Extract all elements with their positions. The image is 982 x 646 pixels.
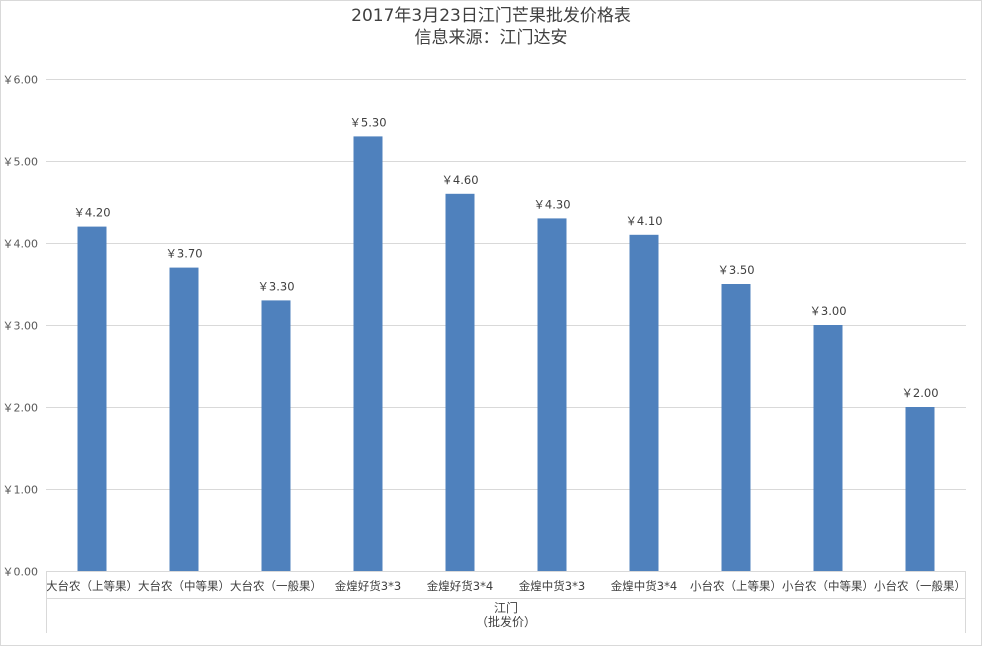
x-category-label: 小台农（中等果） [782,579,874,593]
x-category-label: 大台农（中等果） [138,579,230,593]
y-tick-label: ￥3.00 [3,320,39,333]
x-category-label: 金煌好货3*4 [427,579,493,593]
data-label: ￥3.00 [809,304,846,318]
chart-title: 2017年3月23日江门芒果批发价格表 [351,6,631,26]
y-tick-label: ￥2.00 [3,402,39,415]
x-group-sublabel: （批发价） [476,614,536,629]
bar [169,267,199,571]
chart-subtitle: 信息来源：江门达安 [414,28,568,48]
x-category-label: 金煌中货3*3 [519,579,585,593]
data-label: ￥3.70 [165,247,202,261]
x-category-label: 大台农（上等果） [46,579,138,593]
y-tick-label: ￥4.00 [3,238,39,251]
bar [813,325,843,571]
data-label: ￥5.30 [349,115,386,129]
data-label: ￥4.60 [441,173,478,187]
bar [905,407,935,571]
bar [77,226,107,571]
x-category-label: 金煌好货3*3 [335,579,401,593]
x-axis: 江门（批发价） [46,571,966,633]
data-label: ￥4.10 [625,214,662,228]
data-label: ￥3.50 [717,263,754,277]
y-tick-label: ￥6.00 [3,74,39,87]
bar [721,284,751,571]
y-tick-label: ￥0.00 [3,566,39,579]
y-axis-ticks: ￥0.00 ￥1.00 ￥2.00 ￥3.00 ￥4.00 ￥5.00 ￥6.00 [3,74,39,579]
data-labels: ￥4.20 ￥3.70 ￥3.30 ￥5.30 ￥4.60 ￥4.30 ￥4.10 ￥3.50… [73,115,938,400]
bar [537,218,567,571]
x-axis-categories: 大台农（上等果） 大台农（中等果） 大台农（一般果） 金煌好货3*3 金煌好货3*4 金煌… [46,579,966,593]
gridlines [46,79,966,490]
x-category-label: 小台农（上等果） [690,579,782,593]
bars [77,136,935,572]
data-label: ￥4.30 [533,197,570,211]
x-category-label: 大台农（一般果） [230,579,322,593]
y-tick-label: ￥5.00 [3,156,39,169]
bar [261,300,291,571]
x-category-label: 金煌中货3*4 [611,579,677,593]
x-group-label: 江门 [494,600,518,615]
bar [445,193,475,572]
data-label: ￥4.20 [73,206,110,220]
bar [629,234,659,572]
data-label: ￥3.30 [257,279,294,293]
data-label: ￥2.00 [901,386,938,400]
x-category-label: 小台农（一般果） [874,579,966,593]
y-tick-label: ￥1.00 [3,484,39,497]
bar [353,136,383,571]
